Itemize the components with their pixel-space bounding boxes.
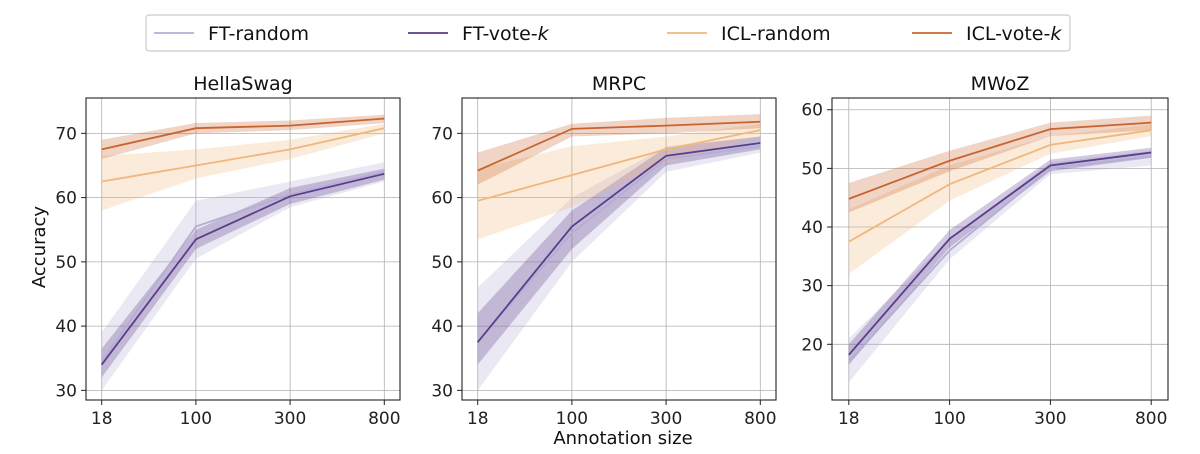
- series-line-icl-random: [101, 127, 385, 183]
- y-tick-label: 60: [431, 189, 453, 209]
- series-line-icl-random: [477, 129, 761, 202]
- series-line-icl-vote-k: [101, 117, 385, 151]
- x-tick-label: 300: [274, 409, 306, 429]
- legend-label-italic: k: [538, 23, 550, 45]
- legend-label-icl-vote-k: ICL-vote-k: [966, 23, 1062, 45]
- x-tick-label: 18: [91, 409, 113, 429]
- y-tick-label: 50: [801, 159, 823, 179]
- panel-title: MRPC: [592, 73, 646, 95]
- y-tick-label: 40: [801, 218, 823, 238]
- legend-label-text: FT-random: [208, 23, 309, 45]
- legend-label-ft-random: FT-random: [208, 23, 309, 45]
- legend-label-ft-vote-k: FT-vote-k: [462, 23, 550, 45]
- plot-frame: [831, 97, 1169, 401]
- panel-title: HellaSwag: [193, 73, 292, 95]
- y-tick-label: 40: [55, 317, 77, 337]
- legend-entry-icl-vote-k: ICL-vote-k: [912, 23, 1062, 45]
- y-tick-label: 30: [55, 381, 77, 401]
- x-tick-label: 100: [933, 409, 965, 429]
- band-icl-random: [848, 124, 1152, 274]
- legend-label-italic: k: [1050, 23, 1062, 45]
- series-line-ft-vote-k: [100, 172, 385, 366]
- y-tick-label: 30: [801, 277, 823, 297]
- legend: FT-random FT-vote-k ICL-random ICL-vote-k: [145, 14, 1071, 52]
- y-tick-label: 60: [55, 189, 77, 209]
- band-ft-vote-k: [477, 136, 761, 365]
- y-tick-label: 50: [431, 253, 453, 273]
- band-icl-random: [101, 123, 385, 211]
- y-tick-label: 70: [55, 124, 77, 144]
- y-tick-label: 70: [431, 124, 453, 144]
- y-tick-label: 30: [431, 381, 453, 401]
- plot-frame: [461, 97, 777, 401]
- x-tick-label: 100: [180, 409, 212, 429]
- series-line-icl-vote-k: [848, 121, 1152, 200]
- series-line-icl-random: [848, 129, 1152, 243]
- panel-mwoz: 18 100 300 800 20 30 40 50 60 MWoZ: [801, 73, 1169, 429]
- x-axis-label: Annotation size: [553, 428, 692, 449]
- legend-label-text: FT-vote-: [462, 23, 538, 45]
- band-icl-vote-k: [101, 114, 385, 160]
- y-tick-label: 20: [801, 335, 823, 355]
- x-tick-label: 300: [1034, 409, 1066, 429]
- legend-entry-ft-random: FT-random: [154, 23, 309, 45]
- band-ft-random: [101, 162, 385, 391]
- x-tick-label: 18: [467, 409, 489, 429]
- x-tick-label: 800: [744, 409, 776, 429]
- y-tick-label: 40: [431, 317, 453, 337]
- grid: [86, 98, 400, 400]
- series-line-ft-vote-k: [477, 142, 761, 343]
- series-line-icl-vote-k: [477, 120, 761, 172]
- band-icl-vote-k: [477, 114, 761, 185]
- y-tick-label: 50: [55, 253, 77, 273]
- panel-mrpc: 18 100 300 800 30 40 50 60 70 MRPC: [431, 73, 777, 429]
- x-tick-label: 18: [838, 409, 860, 429]
- plot-frame: [85, 97, 401, 401]
- y-tick-label: 60: [801, 101, 823, 121]
- series-line-ft-random: [477, 145, 761, 343]
- series-line-ft-random: [848, 155, 1152, 363]
- legend-entry-ft-vote-k: FT-vote-k: [408, 23, 550, 45]
- panel-hellaswag: 18 100 300 800 30 40 50 60 70 HellaSwag: [55, 73, 401, 429]
- panel-title: MWoZ: [971, 73, 1030, 95]
- grid: [832, 98, 1168, 400]
- series-line-ft-vote-k: [848, 151, 1152, 356]
- x-tick-label: 800: [1135, 409, 1167, 429]
- series-line-ft-random: [100, 171, 385, 362]
- legend-entry-icl-random: ICL-random: [667, 23, 831, 45]
- legend-label-text: ICL-vote-: [966, 23, 1050, 45]
- legend-frame: [145, 14, 1071, 52]
- x-tick-label: 300: [650, 409, 682, 429]
- legend-label-icl-random: ICL-random: [721, 23, 831, 45]
- y-axis-label: Accuracy: [29, 206, 50, 289]
- band-ft-random: [477, 136, 761, 391]
- grid: [462, 98, 776, 400]
- x-tick-label: 800: [368, 409, 400, 429]
- legend-label-text: ICL-random: [721, 23, 831, 45]
- x-tick-label: 100: [556, 409, 588, 429]
